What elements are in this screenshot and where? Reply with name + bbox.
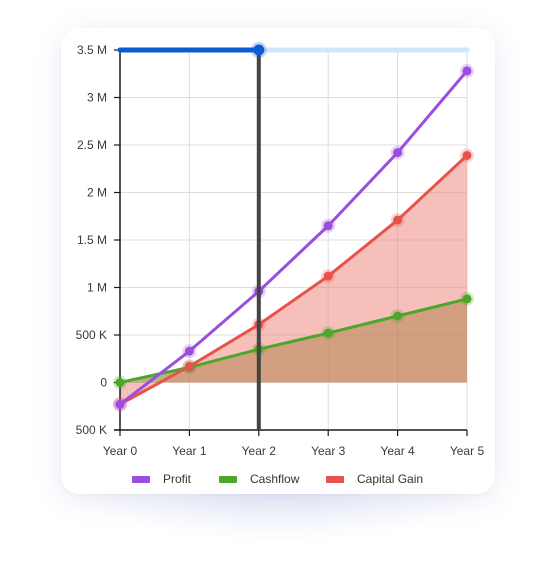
line-profit [118,69,469,406]
data-point-profit[interactable] [115,399,125,409]
area-capital-gain [120,155,467,405]
legend-label: Cashflow [250,472,300,486]
y-tick-label: 0 [100,376,107,390]
legend[interactable]: Profit Cashflow Capital Gain [132,472,423,486]
series-areas [120,155,467,405]
y-tick-label: 2 M [87,186,107,200]
legend-item-profit[interactable]: Profit [132,472,192,486]
y-tick-label: 3.5 M [77,43,107,57]
legend-swatch [326,476,344,483]
line-capital-gain [118,153,469,406]
data-point-profit[interactable] [323,221,333,231]
range-slider[interactable] [117,42,470,58]
slider-handle[interactable] [253,44,265,56]
data-point-cashflow[interactable] [323,328,333,338]
x-tick-label: Year 5 [450,444,485,458]
legend-label: Capital Gain [357,472,423,486]
data-point-capital-gain[interactable] [462,150,472,160]
data-point-profit[interactable] [462,66,472,76]
legend-label: Profit [163,472,192,486]
data-point-capital-gain[interactable] [184,361,194,371]
y-tick-label: 3 M [87,91,107,105]
legend-item-cashflow[interactable]: Cashflow [219,472,300,486]
series-lines [118,69,469,406]
y-tick-label: 2.5 M [77,138,107,152]
y-tick-labels: 3.5 M 3 M 2.5 M 2 M 1.5 M 1 M 500 K 0 500 K [76,43,108,437]
data-point-capital-gain[interactable] [393,215,403,225]
data-point-cashflow[interactable] [115,378,125,387]
data-point-cashflow[interactable] [462,294,472,304]
x-tick-label: Year 3 [311,444,346,458]
y-tick-label: 500 K [76,328,107,342]
y-tick-label: 500 K [76,423,107,437]
data-point-profit[interactable] [184,346,194,356]
legend-swatch [219,476,237,483]
y-tick-label: 1.5 M [77,233,107,247]
data-point-capital-gain[interactable] [323,271,333,281]
legend-swatch [132,476,150,483]
y-tick-label: 1 M [87,281,107,295]
x-tick-label: Year 4 [380,444,415,458]
line-cashflow [118,297,469,384]
legend-item-capital-gain[interactable]: Capital Gain [326,472,423,486]
x-tick-label: Year 1 [172,444,207,458]
data-point-cashflow[interactable] [393,311,403,321]
data-point-profit[interactable] [393,148,403,158]
x-tick-label: Year 2 [242,444,277,458]
x-tick-labels: Year 0 Year 1 Year 2 Year 3 Year 4 Year 5 [103,444,485,458]
x-tick-label: Year 0 [103,444,138,458]
